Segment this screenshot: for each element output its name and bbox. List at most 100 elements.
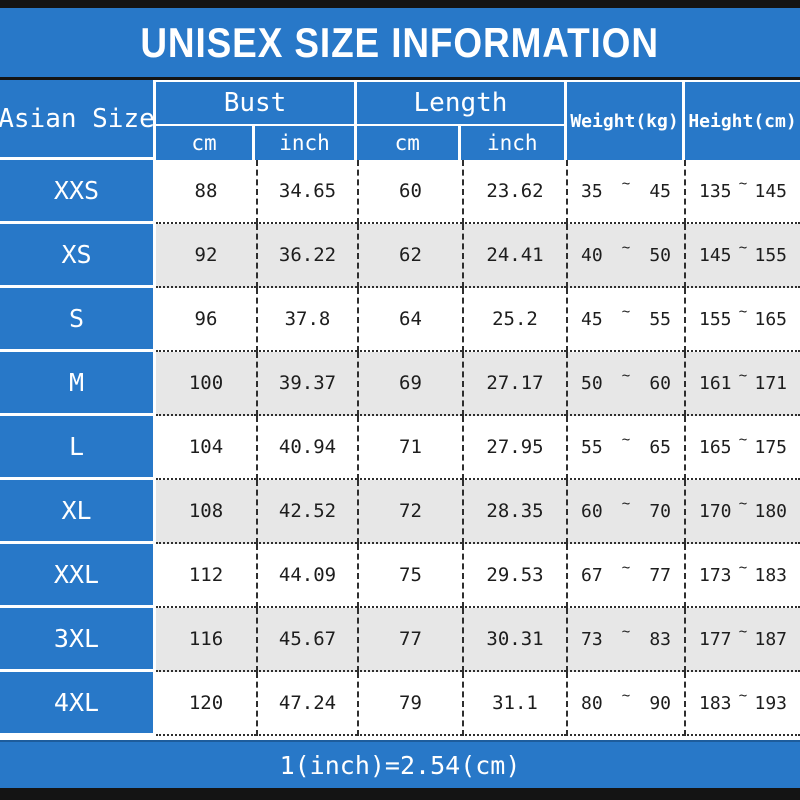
weight-range-cell: 50 ~60 bbox=[566, 352, 684, 416]
bust-inch-cell: 34.65 bbox=[256, 160, 357, 224]
size-label: 4XL bbox=[0, 672, 156, 736]
size-label: 3XL bbox=[0, 608, 156, 672]
title-bar: UNISEX SIZE INFORMATION bbox=[0, 8, 800, 77]
tilde-separator: ~ bbox=[621, 688, 631, 704]
tilde-separator: ~ bbox=[738, 432, 748, 448]
tilde-separator: ~ bbox=[738, 368, 748, 384]
header-bust-units: cm inch bbox=[156, 126, 354, 160]
weight-min: 50 bbox=[581, 372, 603, 394]
tilde-separator: ~ bbox=[621, 624, 631, 640]
size-label: L bbox=[0, 416, 156, 480]
height-max: 187 bbox=[754, 628, 787, 650]
table-body: XXS 88 34.65 60 23.62 35 ~45 135 ~145 XS 9… bbox=[0, 160, 800, 736]
tilde-separator: ~ bbox=[621, 496, 631, 512]
tilde-separator: ~ bbox=[738, 240, 748, 256]
height-max: 180 bbox=[754, 500, 787, 522]
weight-range-cell: 67 ~77 bbox=[566, 544, 684, 608]
header-weight: Weight(kg) bbox=[567, 80, 685, 160]
length-inch-cell: 27.17 bbox=[462, 352, 566, 416]
top-edge-bar bbox=[0, 0, 800, 8]
size-label: S bbox=[0, 288, 156, 352]
height-min: 170 bbox=[699, 500, 732, 522]
height-max: 155 bbox=[754, 244, 787, 266]
bust-inch-cell: 45.67 bbox=[256, 608, 357, 672]
length-cm-cell: 72 bbox=[357, 480, 462, 544]
weight-range-cell: 35 ~45 bbox=[566, 160, 684, 224]
bust-inch-cell: 40.94 bbox=[256, 416, 357, 480]
table-row-xxs: XXS 88 34.65 60 23.62 35 ~45 135 ~145 bbox=[0, 160, 800, 224]
height-range-cell: 135 ~145 bbox=[684, 160, 800, 224]
table-header: Asian Size Bust cm inch Length cm inch W… bbox=[0, 80, 800, 160]
height-min: 177 bbox=[699, 628, 732, 650]
weight-max: 45 bbox=[649, 180, 671, 202]
bust-cm-cell: 108 bbox=[156, 480, 256, 544]
height-range-cell: 177 ~187 bbox=[684, 608, 800, 672]
weight-min: 55 bbox=[581, 436, 603, 458]
weight-range-cell: 73 ~83 bbox=[566, 608, 684, 672]
length-cm-cell: 64 bbox=[357, 288, 462, 352]
table-row-3xl: 3XL 116 45.67 77 30.31 73 ~83 177 ~187 bbox=[0, 608, 800, 672]
weight-range-cell: 40 ~50 bbox=[566, 224, 684, 288]
length-cm-cell: 69 bbox=[357, 352, 462, 416]
tilde-separator: ~ bbox=[621, 176, 631, 192]
tilde-separator: ~ bbox=[621, 240, 631, 256]
weight-max: 77 bbox=[649, 564, 671, 586]
bust-inch-cell: 39.37 bbox=[256, 352, 357, 416]
table-row-4xl: 4XL 120 47.24 79 31.1 80 ~90 183 ~193 bbox=[0, 672, 800, 736]
weight-min: 60 bbox=[581, 500, 603, 522]
bust-cm-cell: 96 bbox=[156, 288, 256, 352]
header-group-length: Length cm inch bbox=[357, 80, 567, 160]
height-min: 155 bbox=[699, 308, 732, 330]
tilde-separator: ~ bbox=[738, 304, 748, 320]
header-group-bust: Bust cm inch bbox=[156, 80, 357, 160]
tilde-separator: ~ bbox=[738, 176, 748, 192]
length-inch-cell: 24.41 bbox=[462, 224, 566, 288]
height-range-cell: 161 ~171 bbox=[684, 352, 800, 416]
weight-max: 83 bbox=[649, 628, 671, 650]
height-min: 135 bbox=[699, 180, 732, 202]
tilde-separator: ~ bbox=[738, 688, 748, 704]
bust-cm-cell: 104 bbox=[156, 416, 256, 480]
height-min: 173 bbox=[699, 564, 732, 586]
length-cm-cell: 75 bbox=[357, 544, 462, 608]
bust-cm-cell: 92 bbox=[156, 224, 256, 288]
weight-max: 55 bbox=[649, 308, 671, 330]
tilde-separator: ~ bbox=[621, 432, 631, 448]
header-bust: Bust bbox=[156, 82, 354, 126]
length-cm-cell: 62 bbox=[357, 224, 462, 288]
header-length: Length bbox=[357, 82, 564, 126]
length-inch-cell: 27.95 bbox=[462, 416, 566, 480]
bust-cm-cell: 88 bbox=[156, 160, 256, 224]
bust-cm-cell: 120 bbox=[156, 672, 256, 736]
footer-bar: 1(inch)=2.54(cm) bbox=[0, 740, 800, 788]
table-row-l: L 104 40.94 71 27.95 55 ~65 165 ~175 bbox=[0, 416, 800, 480]
length-inch-cell: 29.53 bbox=[462, 544, 566, 608]
size-label: XXL bbox=[0, 544, 156, 608]
height-range-cell: 170 ~180 bbox=[684, 480, 800, 544]
header-length-cm: cm bbox=[357, 126, 461, 160]
height-min: 145 bbox=[699, 244, 732, 266]
header-length-units: cm inch bbox=[357, 126, 564, 160]
size-label: XS bbox=[0, 224, 156, 288]
bust-cm-cell: 112 bbox=[156, 544, 256, 608]
size-label: M bbox=[0, 352, 156, 416]
size-label: XXS bbox=[0, 160, 156, 224]
length-inch-cell: 28.35 bbox=[462, 480, 566, 544]
bust-inch-cell: 47.24 bbox=[256, 672, 357, 736]
header-length-inch: inch bbox=[486, 131, 538, 155]
header-asian-size: Asian Size bbox=[0, 80, 156, 160]
height-max: 171 bbox=[754, 372, 787, 394]
weight-min: 35 bbox=[581, 180, 603, 202]
height-range-cell: 145 ~155 bbox=[684, 224, 800, 288]
height-max: 145 bbox=[754, 180, 787, 202]
weight-min: 80 bbox=[581, 692, 603, 714]
length-cm-cell: 60 bbox=[357, 160, 462, 224]
weight-range-cell: 60 ~70 bbox=[566, 480, 684, 544]
height-min: 183 bbox=[699, 692, 732, 714]
tilde-separator: ~ bbox=[738, 624, 748, 640]
footer-gap bbox=[0, 736, 800, 740]
length-cm-cell: 71 bbox=[357, 416, 462, 480]
tilde-separator: ~ bbox=[621, 304, 631, 320]
table-row-m: M 100 39.37 69 27.17 50 ~60 161 ~171 bbox=[0, 352, 800, 416]
height-max: 175 bbox=[754, 436, 787, 458]
